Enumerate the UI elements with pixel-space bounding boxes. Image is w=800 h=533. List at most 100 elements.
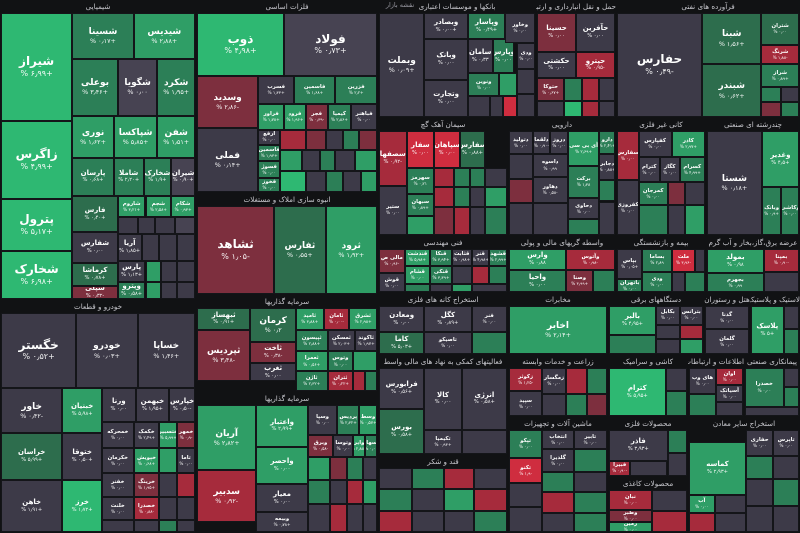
stock-tile[interactable]: وپارس ۰٫۰۰ %: [492, 39, 515, 73]
stock-tile[interactable]: [469, 187, 486, 207]
stock-tile[interactable]: [667, 453, 687, 476]
stock-tile[interactable]: [329, 456, 348, 481]
stock-tile[interactable]: ذوب +۴٫۹۸ %: [197, 13, 285, 77]
stock-tile[interactable]: [379, 489, 413, 511]
stock-tile[interactable]: [412, 468, 444, 490]
stock-tile[interactable]: قنکا +۳٫۹۴ %: [430, 249, 452, 266]
stock-tile[interactable]: شپاکسا +۵٫۸۵ %: [113, 115, 158, 158]
stock-tile[interactable]: سهرمز ۰٫۲۱ %: [406, 168, 435, 195]
stock-tile[interactable]: خاور -۰٫۴۲ %: [1, 388, 63, 434]
stock-tile[interactable]: حتوکا +۰٫۶۷ %: [537, 78, 565, 102]
stock-tile[interactable]: [305, 129, 326, 151]
stock-tile[interactable]: خرز +۱٫۷۲ %: [62, 480, 102, 532]
stock-tile[interactable]: پردیس +۲٫۳۲ %: [337, 405, 360, 435]
stock-tile[interactable]: تپکو ۰٫۰۰ %: [509, 430, 543, 459]
stock-tile[interactable]: خبهمن +۱٫۹۵ %: [135, 388, 170, 423]
stock-tile[interactable]: [325, 129, 344, 151]
stock-tile[interactable]: [581, 78, 600, 102]
stock-tile[interactable]: ودی ۰٫۰۰ %: [517, 42, 535, 70]
stock-tile[interactable]: [159, 234, 178, 261]
stock-tile[interactable]: داسوه ۰٫۹۹ %: [532, 153, 568, 177]
stock-tile[interactable]: واحیا ۰٫۰۰ %: [509, 270, 566, 292]
stock-tile[interactable]: شستا +۰٫۱۸ %: [707, 131, 762, 235]
stock-tile[interactable]: [145, 281, 162, 299]
stock-tile[interactable]: ثپردیس -۳٫۴۸ %: [197, 329, 251, 382]
stock-tile[interactable]: [177, 281, 195, 299]
stock-tile[interactable]: [301, 150, 320, 171]
stock-tile[interactable]: [363, 456, 377, 481]
stock-tile[interactable]: [695, 249, 705, 272]
stock-tile[interactable]: کیمیا +۲٫۸۶ %: [327, 103, 352, 130]
stock-tile[interactable]: [509, 178, 533, 204]
stock-tile[interactable]: وسهان۰٫۰۰ %: [365, 434, 377, 457]
stock-tile[interactable]: فجر -۰٫۳۹ %: [305, 103, 328, 130]
stock-tile[interactable]: [177, 234, 195, 261]
stock-tile[interactable]: شرنگ -۱٫۸۸ %: [761, 44, 799, 65]
stock-tile[interactable]: نبان ۰٫۰۰ %: [609, 490, 652, 510]
stock-tile[interactable]: کالا ۰٫۰۰ %: [424, 368, 462, 430]
stock-tile[interactable]: [503, 95, 518, 117]
stock-tile[interactable]: [685, 271, 705, 292]
stock-tile[interactable]: فنر ۰٫۰۰ %: [471, 306, 507, 333]
stock-tile[interactable]: ثعمرا +۰٫۵۶ %: [295, 351, 328, 372]
stock-tile[interactable]: فخوز ۰٫۰۰ %: [258, 178, 281, 192]
stock-tile[interactable]: [689, 394, 716, 416]
stock-tile[interactable]: پلاسک +۵ %: [751, 306, 784, 354]
stock-tile[interactable]: زاگرس +۴٫۹۹ %: [1, 120, 73, 199]
stock-tile[interactable]: [434, 206, 454, 235]
stock-tile[interactable]: [499, 72, 518, 96]
stock-tile[interactable]: وبرق -۰٫۵۸ %: [307, 434, 334, 457]
stock-tile[interactable]: فسرب +۱٫۳۳ %: [258, 76, 294, 104]
stock-tile[interactable]: [485, 168, 507, 188]
stock-tile[interactable]: [359, 129, 377, 151]
stock-tile[interactable]: [145, 260, 162, 282]
stock-tile[interactable]: وبصادر +۰٫۰۰ %: [424, 13, 468, 40]
stock-tile[interactable]: حسینا ۰٫۰۰ %: [537, 13, 576, 52]
stock-tile[interactable]: فارس +۰٫۴۰ %: [72, 196, 118, 233]
stock-tile[interactable]: کترام ۰٫۰۰ %: [638, 157, 660, 183]
stock-tile[interactable]: خکمک +۲٫۴۹ %: [133, 422, 160, 449]
stock-tile[interactable]: خپویش +۰٫۶۸ %: [133, 448, 160, 473]
stock-tile[interactable]: خلنت ۰٫۰۰ %: [101, 497, 134, 520]
stock-tile[interactable]: های وب ۰٫۰۰ %: [689, 368, 716, 395]
stock-tile[interactable]: شفن +۱٫۵۱ %: [157, 115, 195, 158]
stock-tile[interactable]: وتوسا ۰٫۰۰ %: [333, 434, 354, 457]
stock-tile[interactable]: فاذر +۳٫۹۳ %: [609, 430, 668, 461]
stock-tile[interactable]: وایر+۲٫۸۸ %: [353, 434, 366, 457]
stock-tile[interactable]: فاسمین +۱٫۶۸ %: [293, 76, 336, 104]
stock-tile[interactable]: فبیرا -۰٫۹۰ %: [609, 460, 631, 476]
stock-tile[interactable]: [638, 205, 668, 235]
stock-tile[interactable]: وکاشی ۰٫۰۰ %: [781, 187, 799, 235]
stock-tile[interactable]: [685, 205, 705, 235]
stock-tile[interactable]: دحاوی ۰٫۰۰ %: [567, 197, 600, 220]
stock-tile[interactable]: شاملا +۲٫۲۰ %: [113, 157, 144, 197]
stock-tile[interactable]: [412, 489, 444, 511]
stock-tile[interactable]: ثمسکن +۲٫۰۳ %: [327, 329, 356, 352]
stock-tile[interactable]: بجهرم ۰٫۹۹ %: [707, 273, 764, 292]
stock-tile[interactable]: [665, 391, 687, 416]
stock-tile[interactable]: خپارس -۰٫۵۰ %: [169, 388, 195, 423]
stock-tile[interactable]: [667, 182, 686, 206]
stock-tile[interactable]: واعتبار +۲٫۹۹ %: [256, 405, 308, 447]
stock-tile[interactable]: سفارس ۰٫۰۰ %: [617, 131, 639, 181]
stock-tile[interactable]: [451, 283, 472, 292]
stock-tile[interactable]: فرابورس +۰٫۵۶ %: [379, 368, 425, 410]
stock-tile[interactable]: شسینا +۰٫۱۷ %: [72, 13, 134, 59]
stock-tile[interactable]: واحصر ۰٫۰۰ %: [256, 446, 308, 485]
stock-tile[interactable]: [404, 283, 431, 292]
stock-tile[interactable]: ورنا ۰٫۰۰ %: [101, 388, 136, 423]
stock-tile[interactable]: ثاکوند +۱٫۹۷ %: [355, 329, 377, 352]
stock-tile[interactable]: [347, 456, 364, 481]
stock-tile[interactable]: مالی ص -۰٫۹۶ %: [379, 249, 405, 274]
stock-tile[interactable]: حپترو -۰٫۹۵ %: [576, 51, 615, 79]
stock-tile[interactable]: گلمان ۰٫۰۰ %: [705, 329, 749, 354]
stock-tile[interactable]: [581, 101, 600, 117]
stock-tile[interactable]: [651, 511, 687, 532]
stock-tile[interactable]: اوان ۰٫۰۰ %: [716, 368, 743, 386]
stock-tile[interactable]: [509, 482, 543, 508]
stock-tile[interactable]: شراز +۰٫۸۹ %: [761, 64, 799, 88]
stock-tile[interactable]: [679, 338, 703, 354]
stock-tile[interactable]: قنکی +۳٫۳۹ %: [430, 265, 452, 284]
stock-tile[interactable]: [365, 371, 377, 391]
stock-tile[interactable]: [542, 472, 574, 492]
